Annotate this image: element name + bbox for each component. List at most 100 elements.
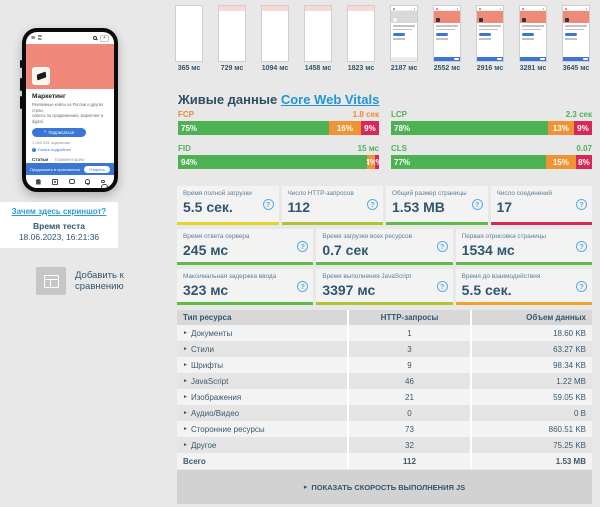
mock-text-line — [393, 25, 415, 27]
help-icon[interactable]: ? — [436, 280, 448, 292]
cell-resource-type: ► JavaScript — [183, 376, 229, 386]
table-row[interactable]: ► JavaScript 46 1.22 MB — [177, 373, 592, 389]
filmstrip-frame[interactable]: 2187 мс — [390, 5, 418, 72]
table-total-row: Всего 112 1.53 MB — [177, 453, 592, 469]
open-app-button[interactable]: Открыть — [84, 165, 110, 173]
filmstrip-frame[interactable]: 365 мс — [175, 5, 203, 72]
filmstrip-frame[interactable]: 2552 мс — [433, 5, 461, 72]
messages-icon[interactable] — [68, 179, 75, 184]
add-icon[interactable]: + — [100, 34, 109, 42]
add-to-compare-button[interactable]: Добавить к сравнению — [36, 267, 124, 295]
table-row[interactable]: ► Документы 1 18.60 KB — [177, 325, 592, 341]
help-icon[interactable]: ? — [436, 240, 448, 252]
learn-more-link[interactable]: i Узнать подробнее — [32, 147, 72, 153]
metric-card-value: 3397 мс — [322, 282, 376, 298]
cwv-segment-good: 75% — [178, 121, 329, 135]
mock-text-line — [393, 38, 405, 40]
help-icon[interactable]: ? — [297, 280, 309, 292]
table-row[interactable]: ► Шрифты 9 98.34 KB — [177, 357, 592, 373]
person-plus-icon: + — [43, 129, 47, 135]
help-icon[interactable]: ? — [575, 280, 587, 292]
cell-resource-type: ► Документы — [183, 328, 233, 338]
mock-text-line — [522, 38, 534, 40]
cwv-title: Живые данные Core Web Vitals — [178, 92, 380, 107]
cell-http-requests: 9 — [347, 357, 470, 373]
cell-data-size: 1.22 MB — [470, 373, 592, 389]
subscriber-count: 1 042 931 подписчик — [32, 140, 70, 146]
help-icon[interactable]: ? — [575, 240, 587, 252]
metric-card-row: Время полной загрузки 5.5 сек.? Число HTTP… — [177, 186, 592, 225]
mock-banner — [391, 11, 417, 23]
mock-text-line — [479, 28, 498, 30]
menu-icon[interactable]: ≡ — [31, 34, 36, 42]
frame-thumbnail — [218, 5, 246, 62]
test-time-label: Время теста — [33, 221, 85, 231]
mock-text-line — [479, 38, 491, 40]
frame-time: 3645 мс — [562, 65, 590, 72]
mock-banner — [434, 11, 460, 23]
filmstrip-frame[interactable]: 3645 мс — [562, 5, 590, 72]
home-icon[interactable] — [35, 178, 42, 185]
mock-header — [305, 6, 331, 11]
filmstrip-frame[interactable]: 729 мс — [218, 5, 246, 72]
megaphone-icon — [36, 71, 46, 81]
tab-comments[interactable]: Комментарии — [55, 157, 84, 163]
metric-card-value: 5.5 сек. — [183, 199, 233, 215]
cwv-segment-poor: 9% — [360, 121, 379, 135]
open-in-app-banner[interactable]: Продолжить в приложении Открыть — [26, 163, 114, 175]
subscribe-button[interactable]: + Подписаться — [32, 128, 86, 138]
filmstrip-frame[interactable]: 3281 мс — [519, 5, 547, 72]
cell-resource-type: Всего — [183, 456, 206, 466]
table-row[interactable]: ► Сторонние ресурсы 73 860.51 KB — [177, 421, 592, 437]
filmstrip-frame[interactable]: 1823 мс — [347, 5, 375, 72]
table-row[interactable]: ► Аудио/Видео 0 0 B — [177, 405, 592, 421]
metric-card-value: 245 мс — [183, 242, 229, 258]
notifications-icon[interactable] — [85, 179, 91, 185]
mock-text-line — [393, 28, 412, 30]
cwv-segment-mid: 15% — [545, 155, 576, 169]
cwv-metric-name: FID — [178, 144, 191, 153]
expand-row-icon: ► — [183, 441, 188, 448]
table-row[interactable]: ► Стили 3 63.27 KB — [177, 341, 592, 357]
profile-icon[interactable] — [100, 179, 107, 187]
why-screenshot-link[interactable]: Зачем здесь скриншот? — [11, 207, 107, 216]
feed-icon[interactable] — [52, 178, 59, 185]
filmstrip-frame[interactable]: 1094 мс — [261, 5, 289, 72]
cell-data-size: 18.60 KB — [470, 325, 592, 341]
metric-card-label: Общий размер страницы — [392, 190, 467, 197]
table-row[interactable]: ► Другое 32 75.25 KB — [177, 437, 592, 453]
cwv-metric-value: 1.8 сек — [352, 110, 379, 119]
filmstrip-frame[interactable]: 1458 мс — [304, 5, 332, 72]
help-icon[interactable]: ? — [471, 198, 483, 210]
expand-row-icon: ► — [183, 361, 188, 368]
help-icon[interactable]: ? — [367, 198, 378, 210]
frame-thumbnail — [519, 5, 547, 62]
frame-time: 1458 мс — [304, 65, 332, 72]
mock-footer — [391, 57, 417, 61]
metric-card-value: 5.5 сек. — [461, 282, 512, 298]
expand-row-icon: ► — [183, 425, 188, 432]
mock-browser-bar — [391, 6, 417, 11]
cell-http-requests: 21 — [347, 389, 470, 405]
mock-text-line — [436, 25, 458, 27]
show-js-speed-button[interactable]: ▸ ПОКАЗАТЬ СКОРОСТЬ ВЫПОЛНЕНИЯ JS — [177, 470, 592, 504]
filmstrip-frame[interactable]: 2916 мс — [476, 5, 504, 72]
table-row[interactable]: ► Изображения 21 59.05 KB — [177, 389, 592, 405]
search-icon[interactable] — [93, 36, 97, 40]
cwv-metric-head: CLS 0.07 — [391, 144, 592, 153]
help-icon[interactable]: ? — [297, 240, 309, 252]
cwv-link[interactable]: Core Web Vitals — [280, 92, 380, 107]
help-icon[interactable]: ? — [576, 198, 587, 210]
metric-card-value: 1534 мс — [461, 242, 515, 258]
mock-avatar — [479, 18, 483, 22]
help-icon[interactable]: ? — [262, 198, 274, 210]
frame-thumbnail — [261, 5, 289, 62]
cell-resource-type: ► Стили — [183, 344, 214, 354]
frame-time: 2916 мс — [476, 65, 504, 72]
cell-resource-type: ► Шрифты — [183, 360, 224, 370]
phone-button — [20, 60, 22, 68]
metric-card-label: Время полной загрузки — [183, 190, 252, 197]
frame-thumbnail — [304, 5, 332, 62]
cell-data-size: 98.34 KB — [470, 357, 592, 373]
metric-card: Максимальная задержка ввода 323 мс? — [177, 269, 314, 305]
